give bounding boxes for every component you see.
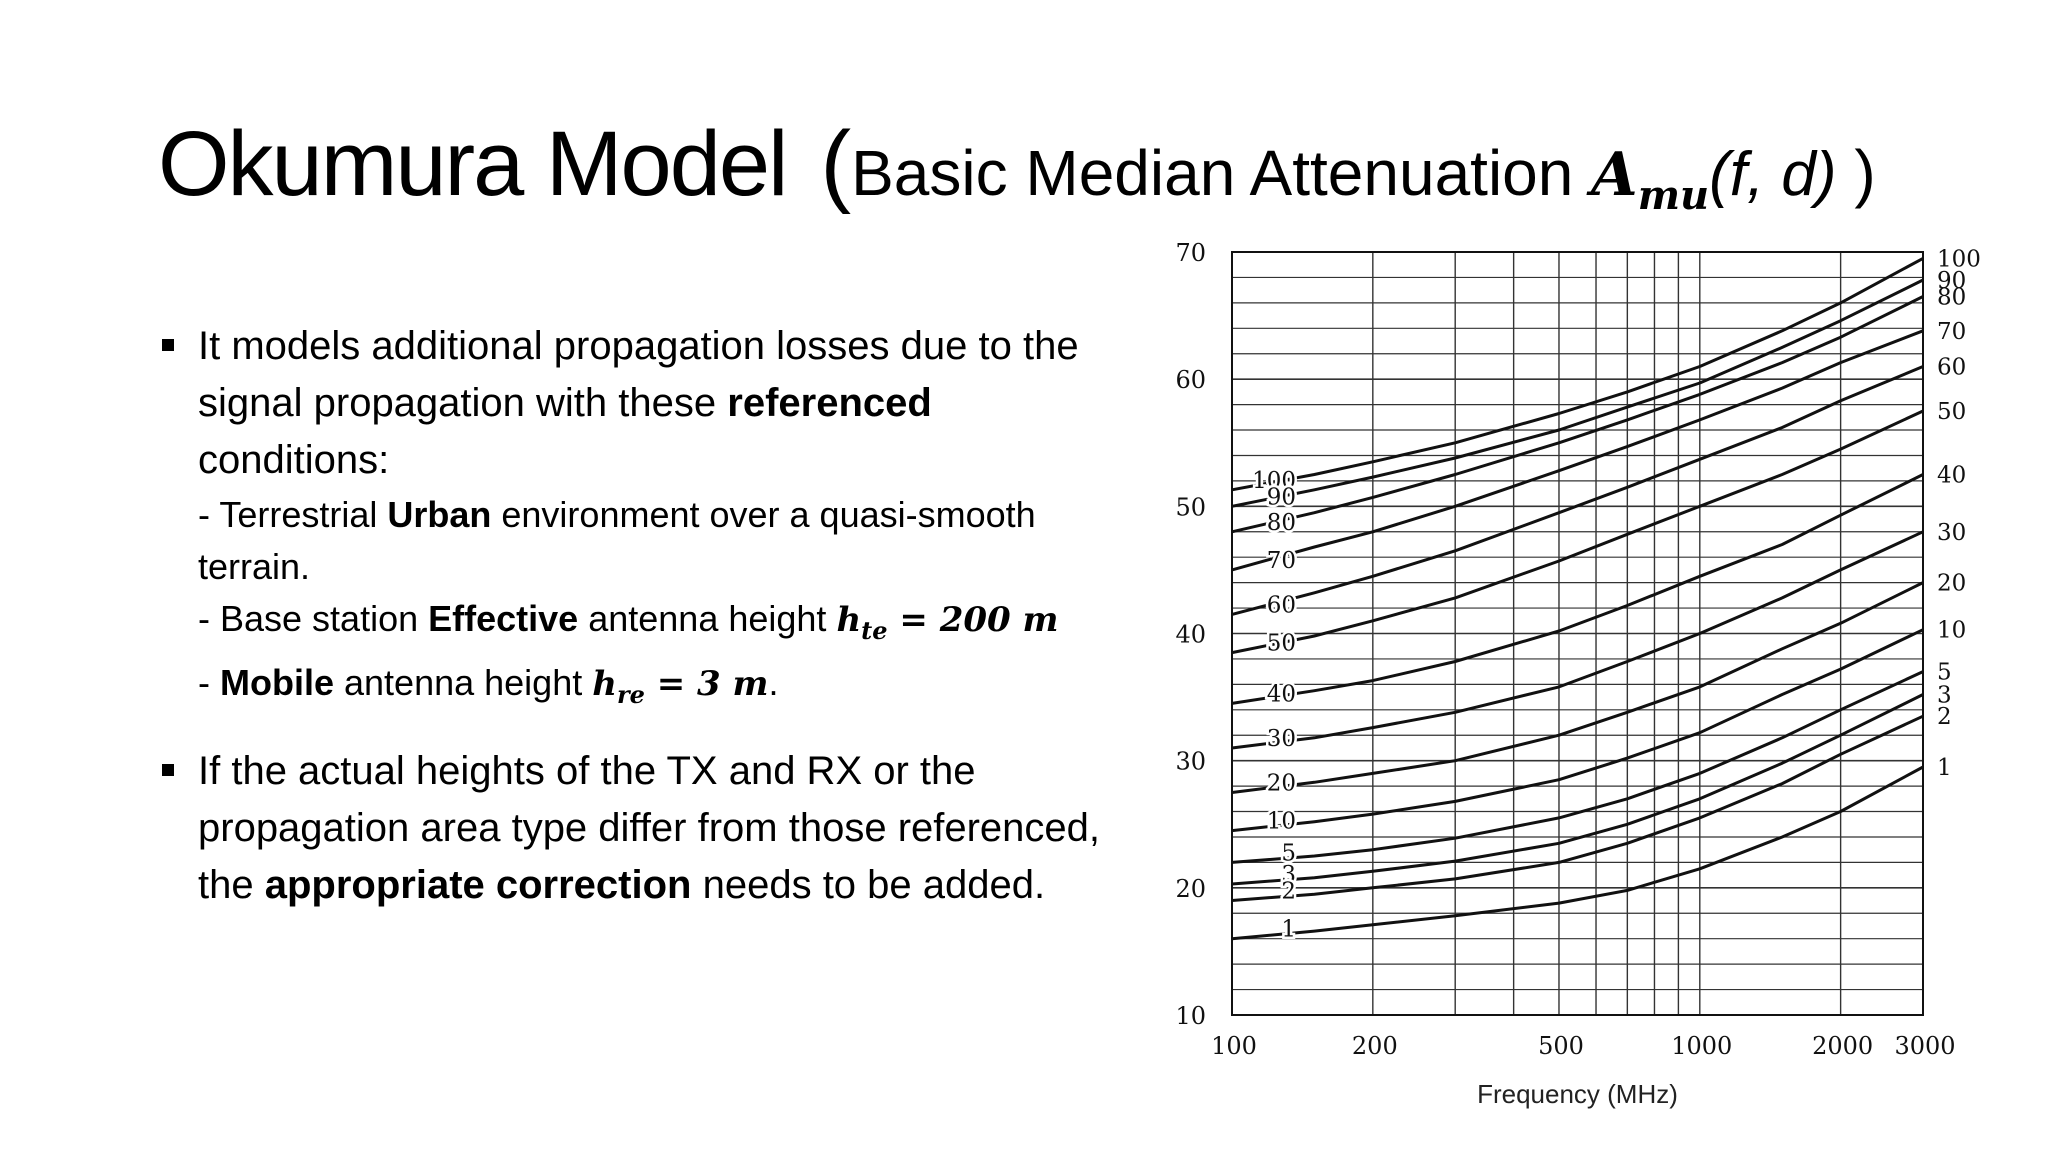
condition-urban: - Terrestrial Urban environment over a q… <box>198 494 1036 587</box>
title-subtitle: Basic Median Attenuation <box>851 137 1592 209</box>
condition-base-station: - Base station Effective antenna height … <box>198 598 1059 645</box>
curve-1 <box>1231 765 1924 941</box>
x-tick-label: 100 <box>1211 1032 1257 1060</box>
right-curve-label: 80 <box>1937 285 1966 311</box>
bullet-item-1: It models additional propagation losses … <box>160 318 1130 721</box>
left-curve-label: 5 <box>1281 840 1296 866</box>
y-tick-label: 10 <box>1175 1002 1206 1030</box>
bullet-item-2: If the actual heights of the TX and RX o… <box>160 743 1130 914</box>
title-args: (f, d) <box>1709 140 1837 209</box>
chart-axes: 10 20 30 40 50 60 70 100 200 500 1000 2000 3000 Frequ… <box>1175 239 1955 1109</box>
curve-5 <box>1231 670 1924 864</box>
title-main: Okumura Model <box>158 113 788 215</box>
title-paren-open: ( <box>820 113 852 215</box>
left-curve-label: 20 <box>1267 770 1296 796</box>
right-curve-label: 50 <box>1937 399 1966 425</box>
curve-3 <box>1231 693 1924 886</box>
left-curve-label: 70 <box>1267 548 1296 574</box>
x-axis-label: Frequency (MHz) <box>1477 1079 1678 1109</box>
right-curve-label: 90 <box>1937 268 1966 294</box>
x-tick-label: 200 <box>1352 1032 1398 1060</box>
y-tick-label: 70 <box>1175 239 1206 267</box>
bullet-square-icon <box>162 764 174 776</box>
right-curve-label: 60 <box>1937 354 1966 380</box>
right-curve-label: 20 <box>1937 571 1966 597</box>
left-curve-label: 60 <box>1267 592 1296 618</box>
y-tick-label: 60 <box>1175 366 1206 394</box>
curve-90 <box>1231 278 1924 508</box>
right-curve-label: 70 <box>1937 319 1966 345</box>
y-tick-label: 40 <box>1175 621 1206 649</box>
y-tick-label: 30 <box>1175 748 1206 776</box>
attenuation-chart: 10 20 30 40 50 60 70 100 200 500 1000 2000 3000 Frequ… <box>1175 239 1981 1109</box>
title-paren-close: ) <box>1836 137 1876 209</box>
right-curve-label: 10 <box>1937 618 1966 644</box>
curve-10 <box>1231 628 1924 833</box>
x-tick-label: 1000 <box>1671 1032 1732 1060</box>
curve-40 <box>1231 473 1924 705</box>
left-curve-label: 30 <box>1267 726 1296 752</box>
right-curve-label: 2 <box>1937 704 1952 730</box>
condition-mobile: - Mobile antenna height hre = 3 m. <box>198 662 779 709</box>
right-curve-label: 3 <box>1937 683 1952 709</box>
title-symbol: Amu <box>1591 140 1710 219</box>
right-curve-label: 100 <box>1937 246 1981 272</box>
title-symbol-sub: mu <box>1637 172 1710 219</box>
curve-50 <box>1231 409 1924 655</box>
chart-labels: 1009080706050403020105321100908070605040… <box>1250 246 1981 945</box>
left-curve-label: 10 <box>1267 809 1296 835</box>
left-curve-label: 100 <box>1252 468 1296 494</box>
left-curve-label: 2 <box>1281 879 1296 905</box>
curve-80 <box>1231 295 1924 534</box>
left-curve-label: 1 <box>1281 917 1296 943</box>
right-curve-label: 30 <box>1937 520 1966 546</box>
curve-100 <box>1231 257 1924 492</box>
y-tick-label: 20 <box>1175 875 1206 903</box>
curve-70 <box>1231 329 1924 572</box>
right-curve-label: 40 <box>1937 463 1966 489</box>
bullet-list: It models additional propagation losses … <box>160 318 1130 914</box>
left-curve-label: 3 <box>1281 862 1296 888</box>
right-curve-label: 5 <box>1937 660 1952 686</box>
chart-frame <box>1231 251 1924 1016</box>
curve-20 <box>1231 581 1924 794</box>
x-tick-label: 3000 <box>1894 1032 1955 1060</box>
curve-2 <box>1231 714 1924 902</box>
x-tick-label: 500 <box>1538 1032 1584 1060</box>
left-curve-label: 50 <box>1267 631 1296 657</box>
right-curve-label: 1 <box>1937 755 1952 781</box>
slide-title: Okumura Model (Basic Median Attenuation A… <box>158 118 1876 216</box>
left-curve-label: 40 <box>1267 681 1296 707</box>
chart-curves <box>1231 257 1924 941</box>
bullet-square-icon <box>162 339 174 351</box>
left-curve-label: 90 <box>1267 484 1296 510</box>
y-tick-label: 50 <box>1175 493 1206 521</box>
curve-30 <box>1231 530 1924 750</box>
left-curve-label: 80 <box>1267 510 1296 536</box>
curve-60 <box>1231 365 1924 616</box>
x-tick-label: 2000 <box>1812 1032 1873 1060</box>
